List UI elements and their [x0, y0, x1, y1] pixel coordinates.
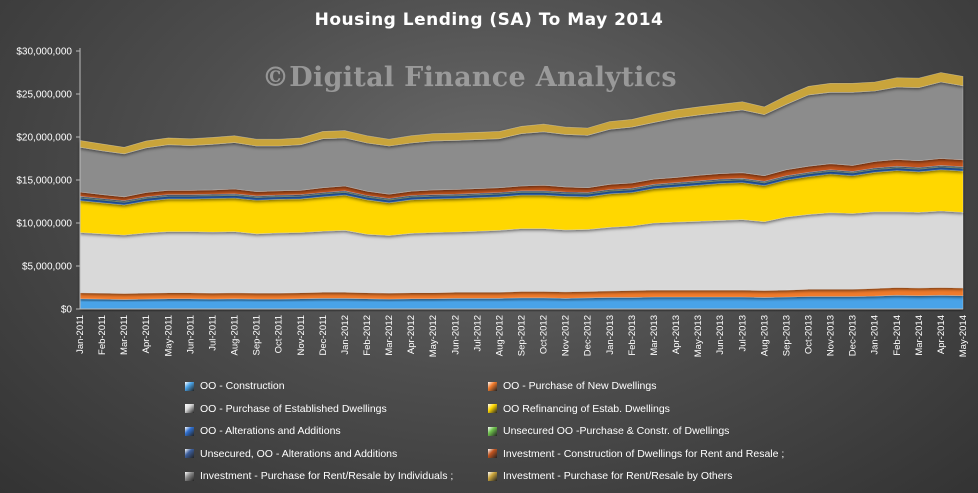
- x-tick-label: Jul-2011: [207, 315, 218, 351]
- x-tick-label: Feb-2013: [627, 315, 638, 356]
- legend-item: OO Refinancing of Estab. Dwellings: [488, 403, 670, 415]
- legend-item: OO - Alterations and Additions: [185, 425, 341, 437]
- x-tick-label: Aug-2012: [494, 315, 505, 356]
- x-tick-label: May-2014: [958, 315, 969, 357]
- x-tick-label: Sep-2013: [781, 315, 792, 356]
- x-tick-label: Oct-2012: [539, 315, 550, 354]
- y-tick-label: $15,000,000: [16, 176, 72, 187]
- legend-item: Unsecured, OO - Alterations and Addition…: [185, 448, 397, 460]
- x-tick-label: Jun-2011: [185, 315, 196, 354]
- x-tick-label: Feb-2012: [362, 315, 373, 356]
- y-tick-label: $25,000,000: [16, 90, 72, 101]
- x-tick-label: Nov-2013: [826, 315, 837, 356]
- x-axis: Jan-2011 Feb-2011 Mar-2011 Apr-2011 May-2011…: [75, 308, 969, 357]
- legend-item: Investment - Construction of Dwellings f…: [488, 448, 784, 460]
- x-tick-label: Jan-2011: [75, 315, 86, 354]
- legend-label: Unsecured OO -Purchase & Constr. of Dwel…: [503, 425, 730, 437]
- x-tick-label: Mar-2012: [384, 315, 395, 356]
- x-tick-label: Apr-2013: [671, 315, 682, 354]
- legend-item: OO - Purchase of Established Dwellings: [185, 403, 387, 415]
- legend-label: Investment - Purchase for Rent/Resale by…: [503, 470, 733, 482]
- x-tick-label: Apr-2014: [936, 315, 947, 354]
- x-tick-label: Oct-2011: [274, 315, 285, 353]
- legend-item: OO - Construction: [185, 380, 285, 392]
- x-tick-label: Aug-2011: [230, 315, 241, 356]
- legend-swatch: [488, 471, 497, 481]
- x-tick-label: Dec-2013: [848, 315, 859, 356]
- legend-swatch: [488, 449, 497, 458]
- legend-swatch: [185, 426, 194, 436]
- x-tick-label: Apr-2012: [406, 315, 417, 354]
- legend-label: Investment - Purchase for Rent/Resale by…: [200, 470, 454, 482]
- y-tick-label: $5,000,000: [22, 262, 72, 273]
- legend-swatch: [488, 426, 497, 436]
- x-tick-label: Sep-2011: [252, 315, 263, 356]
- x-tick-label: May-2011: [163, 315, 174, 357]
- legend-swatch: [185, 471, 194, 481]
- legend-swatch: [185, 381, 194, 391]
- x-tick-label: Jul-2013: [737, 315, 748, 351]
- x-tick-label: Mar-2013: [649, 315, 660, 356]
- chart-title: Housing Lending (SA) To May 2014: [314, 10, 664, 30]
- watermark-text: ©Digital Finance Analytics: [262, 62, 677, 93]
- y-tick-label: $30,000,000: [16, 47, 72, 58]
- y-tick-label: $10,000,000: [16, 219, 72, 230]
- x-tick-label: May-2012: [428, 315, 439, 357]
- legend-swatch: [185, 404, 194, 413]
- chart-legend: OO - Construction OO - Purchase of New Dw…: [185, 374, 965, 492]
- x-tick-label: Aug-2013: [759, 315, 770, 356]
- x-tick-label: Feb-2014: [892, 315, 903, 356]
- x-tick-label: Jul-2012: [472, 315, 483, 351]
- legend-item: Investment - Purchase for Rent/Resale by…: [488, 470, 732, 482]
- legend-label: OO - Purchase of New Dwellings: [503, 380, 657, 392]
- x-tick-label: Jan-2013: [605, 315, 616, 355]
- x-tick-label: Sep-2012: [517, 315, 528, 356]
- series-area-9: [79, 72, 964, 155]
- x-tick-label: Nov-2012: [561, 315, 572, 356]
- x-tick-label: Jan-2012: [340, 315, 351, 355]
- legend-label: OO Refinancing of Estab. Dwellings: [503, 402, 670, 415]
- x-tick-label: May-2013: [693, 315, 704, 357]
- x-tick-label: Jun-2012: [450, 315, 461, 355]
- legend-label: OO - Construction: [200, 380, 285, 392]
- legend-label: OO - Alterations and Additions: [200, 425, 341, 437]
- x-tick-label: Dec-2011: [318, 315, 329, 356]
- y-axis: $0 $5,000,000 $10,000,000 $15,000,000 $20,00…: [16, 47, 81, 316]
- legend-swatch: [185, 449, 194, 458]
- legend-swatch: [488, 381, 497, 391]
- x-tick-label: Jan-2014: [870, 315, 881, 355]
- x-tick-label: Dec-2012: [583, 315, 594, 356]
- x-tick-label: Mar-2014: [914, 315, 925, 356]
- legend-item: OO - Purchase of New Dwellings: [488, 380, 656, 392]
- x-tick-label: Oct-2013: [803, 315, 814, 354]
- legend-item: Investment - Purchase for Rent/Resale by…: [185, 470, 453, 482]
- legend-label: Investment - Construction of Dwellings f…: [503, 447, 785, 460]
- x-tick-label: Apr-2011: [141, 315, 152, 353]
- legend-label: OO - Purchase of Established Dwellings: [200, 402, 387, 415]
- legend-swatch: [488, 404, 497, 413]
- y-tick-label: $0: [61, 305, 73, 316]
- x-tick-label: Mar-2011: [119, 315, 130, 355]
- x-tick-label: Jun-2013: [715, 315, 726, 355]
- y-tick-label: $20,000,000: [16, 133, 72, 144]
- series-areas: [79, 72, 964, 310]
- x-tick-label: Nov-2011: [296, 315, 307, 356]
- x-tick-label: Feb-2011: [97, 315, 108, 355]
- legend-item: Unsecured OO -Purchase & Constr. of Dwel…: [488, 425, 729, 437]
- legend-label: Unsecured, OO - Alterations and Addition…: [200, 447, 398, 460]
